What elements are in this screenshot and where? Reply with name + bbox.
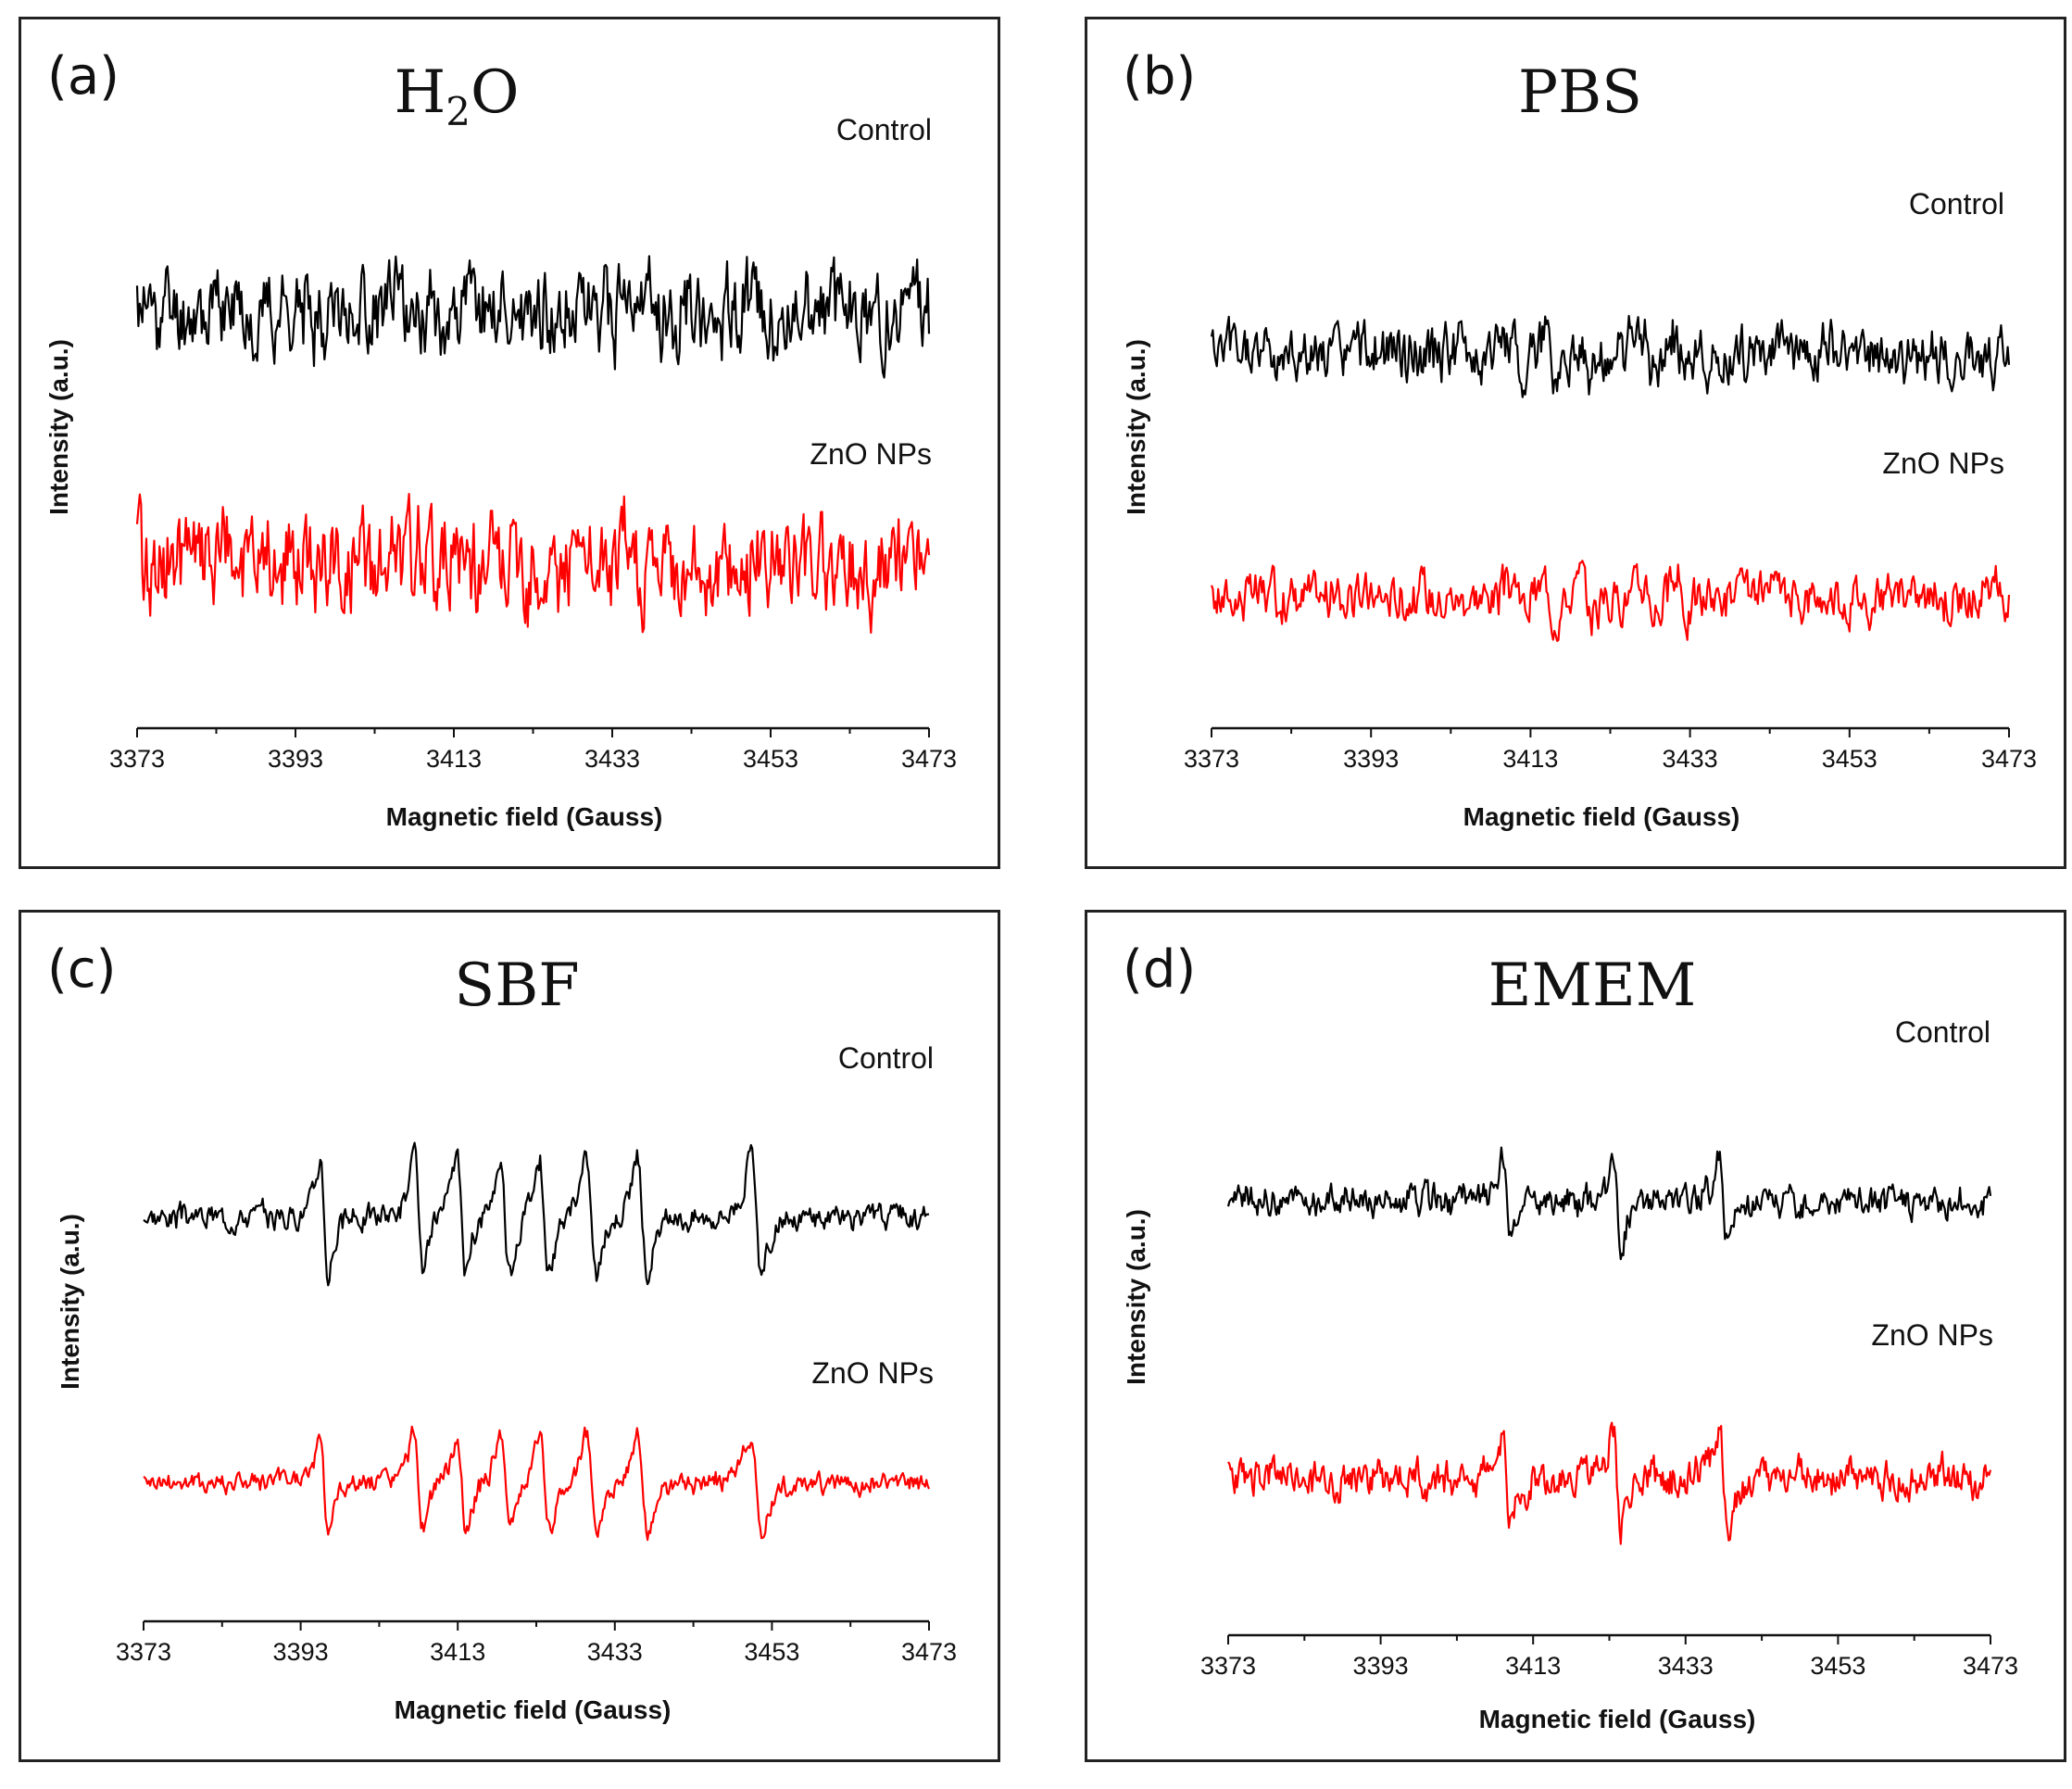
x-tick-label: 3473	[901, 745, 957, 773]
x-tick-label: 3473	[1981, 745, 2037, 773]
y-axis-label: Intensity (a.u.)	[56, 1214, 84, 1390]
chart-title: PBS	[1518, 58, 1642, 127]
series-line-zno-nps	[1227, 1421, 1992, 1545]
x-tick-label: 3373	[109, 745, 165, 773]
series-line-zno-nps	[1210, 560, 2011, 642]
panel-c: (c) SBF Control ZnO NPs Intensity (a.u.)…	[19, 910, 1000, 1762]
y-axis-label: Intensity (a.u.)	[1122, 1209, 1150, 1385]
series-label-zno: ZnO NPs	[1871, 1318, 1993, 1352]
panel-label: (b)	[1123, 46, 1196, 107]
panel-d: (d) EMEM Control ZnO NPs Intensity (a.u.…	[1085, 910, 2066, 1762]
chart-b: (b) PBS Control ZnO NPs Intensity (a.u.)…	[1122, 46, 2037, 831]
series-label-zno: ZnO NPs	[811, 1356, 934, 1390]
x-tick-label: 3453	[744, 1638, 799, 1666]
x-tick-label: 3453	[1810, 1652, 1865, 1680]
title-end: O	[471, 58, 519, 127]
series-line-control	[135, 255, 931, 379]
x-tick-label: 3373	[116, 1638, 171, 1666]
x-tick-label: 3473	[901, 1638, 957, 1666]
x-tick-label: 3413	[430, 1638, 485, 1666]
series-label-zno: ZnO NPs	[810, 437, 932, 471]
x-tick-label: 3433	[587, 1638, 643, 1666]
y-axis-label: Intensity (a.u.)	[1122, 339, 1150, 515]
title-subscript: 2	[446, 89, 471, 134]
chart-c: (c) SBF Control ZnO NPs Intensity (a.u.)…	[47, 939, 957, 1724]
series-label-control: Control	[838, 1041, 934, 1075]
x-tick-label: 3413	[1502, 745, 1558, 773]
x-axis-label: Magnetic field (Gauss)	[395, 1695, 672, 1724]
panel-label: (d)	[1123, 939, 1196, 1000]
x-axis-label: Magnetic field (Gauss)	[1463, 802, 1740, 831]
title-main: H	[394, 58, 446, 127]
series-label-control: Control	[1895, 1015, 1990, 1049]
x-tick-label: 3453	[1822, 745, 1877, 773]
x-tick-label: 3373	[1200, 1652, 1256, 1680]
chart-title: SBF	[454, 951, 579, 1020]
x-tick-label: 3413	[426, 745, 482, 773]
panel-b: (b) PBS Control ZnO NPs Intensity (a.u.)…	[1085, 17, 2066, 869]
x-tick-label: 3433	[1658, 1652, 1714, 1680]
x-axis-label: Magnetic field (Gauss)	[1479, 1705, 1756, 1733]
x-tick-label: 3393	[1343, 745, 1399, 773]
x-tick-label: 3393	[268, 745, 323, 773]
series-line-zno-nps	[135, 492, 931, 635]
series-label-zno: ZnO NPs	[1882, 447, 2004, 480]
x-axis-label: Magnetic field (Gauss)	[386, 802, 663, 831]
series-label-control: Control	[836, 113, 932, 146]
chart-title: EMEM	[1488, 951, 1697, 1020]
chart-a: (a) H2O Control ZnO NPs Intensity (a.u.)…	[44, 46, 957, 831]
x-tick-label: 3433	[584, 745, 640, 773]
x-tick-label: 3433	[1663, 745, 1718, 773]
x-tick-label: 3453	[743, 745, 798, 773]
y-axis-label: Intensity (a.u.)	[44, 339, 73, 515]
x-tick-label: 3413	[1505, 1652, 1561, 1680]
series-line-zno-nps	[143, 1425, 931, 1542]
x-tick-label: 3373	[1184, 745, 1239, 773]
chart-d: (d) EMEM Control ZnO NPs Intensity (a.u.…	[1122, 939, 2018, 1733]
series-line-control	[1210, 314, 2011, 398]
x-tick-label: 3473	[1963, 1652, 2018, 1680]
panel-a: (a) H2O Control ZnO NPs Intensity (a.u.)…	[19, 17, 1000, 869]
series-line-control	[143, 1141, 930, 1287]
x-tick-label: 3393	[1353, 1652, 1409, 1680]
panel-label: (a)	[47, 46, 119, 107]
series-label-control: Control	[1909, 187, 2004, 220]
chart-title: H2O	[394, 58, 519, 134]
x-tick-label: 3393	[273, 1638, 329, 1666]
panel-label: (c)	[47, 939, 116, 1000]
series-line-control	[1226, 1146, 1992, 1261]
